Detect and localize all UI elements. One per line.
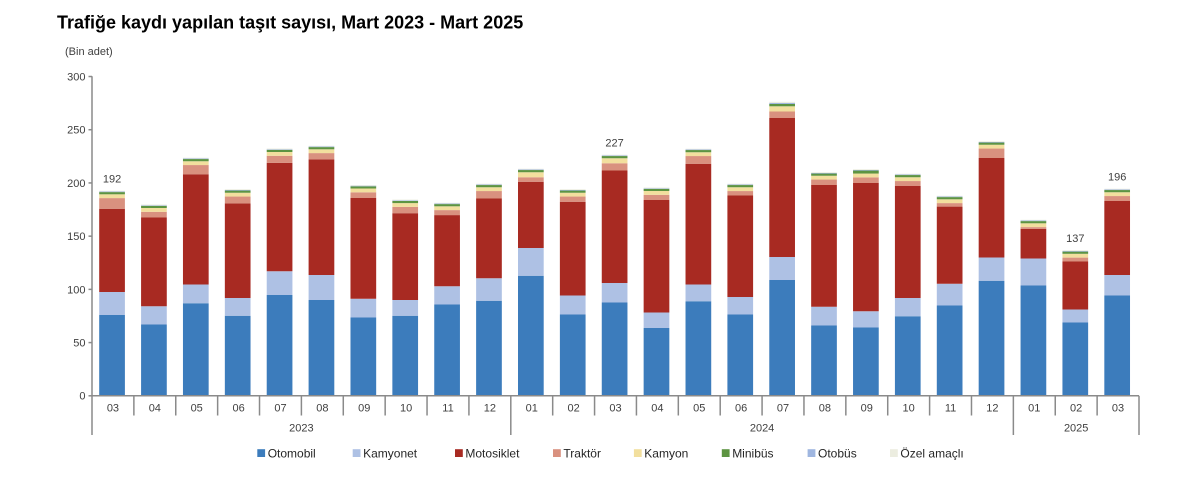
svg-text:150: 150 [67,231,85,243]
svg-text:100: 100 [67,284,85,296]
svg-text:137: 137 [1066,233,1084,245]
svg-text:Otomobil: Otomobil [268,446,316,460]
svg-text:01: 01 [526,402,538,414]
svg-text:08: 08 [316,402,328,414]
svg-text:200: 200 [67,178,85,190]
svg-text:02: 02 [1070,402,1082,414]
svg-text:12: 12 [986,402,998,414]
svg-text:05: 05 [191,402,203,414]
svg-text:11: 11 [945,402,956,414]
svg-text:07: 07 [274,402,286,414]
svg-text:0: 0 [79,391,85,403]
svg-text:03: 03 [1112,402,1124,414]
svg-text:300: 300 [67,71,85,83]
svg-text:2024: 2024 [750,422,774,434]
svg-text:Özel amaçlı: Özel amaçlı [900,446,963,460]
svg-text:2025: 2025 [1064,422,1088,434]
svg-text:192: 192 [103,174,121,186]
svg-text:06: 06 [735,402,747,414]
svg-text:(Bin adet): (Bin adet) [65,46,113,58]
svg-text:Trafiğe kaydı yapılan taşıt sa: Trafiğe kaydı yapılan taşıt sayısı, Mart… [57,13,523,33]
svg-text:Minibüs: Minibüs [732,446,773,460]
svg-text:03: 03 [609,402,621,414]
svg-text:Motosiklet: Motosiklet [465,446,520,460]
svg-text:04: 04 [651,402,663,414]
svg-text:07: 07 [777,402,789,414]
svg-text:50: 50 [73,337,85,349]
svg-text:Kamyon: Kamyon [644,446,688,460]
svg-text:10: 10 [400,402,412,414]
svg-text:Kamyonet: Kamyonet [363,446,418,460]
svg-text:227: 227 [605,138,623,150]
svg-text:08: 08 [819,402,831,414]
svg-text:05: 05 [693,402,705,414]
svg-text:09: 09 [358,402,370,414]
svg-text:01: 01 [1028,402,1040,414]
svg-text:04: 04 [149,402,161,414]
svg-text:Otobüs: Otobüs [818,446,857,460]
svg-text:03: 03 [107,402,119,414]
svg-text:09: 09 [861,402,873,414]
svg-text:02: 02 [567,402,579,414]
svg-text:11: 11 [442,402,453,414]
svg-text:250: 250 [67,125,85,137]
svg-text:06: 06 [232,402,244,414]
svg-text:12: 12 [484,402,496,414]
svg-text:Traktör: Traktör [563,446,601,460]
svg-text:196: 196 [1108,172,1126,184]
svg-text:10: 10 [903,402,915,414]
svg-text:2023: 2023 [289,422,313,434]
